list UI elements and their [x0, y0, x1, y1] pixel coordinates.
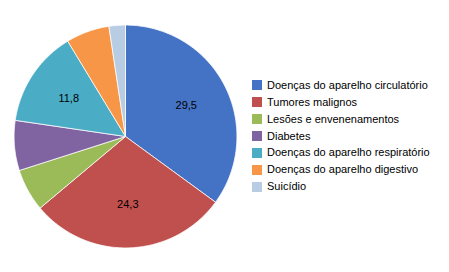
html-text:Suicídio: Suicídio [267, 180, 307, 193]
svg-text:29,5: 29,5 [176, 99, 197, 111]
svg-text:24,3: 24,3 [117, 198, 138, 210]
html-text:Lesões e envenenamentos: Lesões e envenenamentos [267, 112, 400, 125]
html-text:Doenças do aparelho respiratór: Doenças do aparelho respiratório [267, 146, 430, 159]
html-text:Doenças do aparelho digestivo: Doenças do aparelho digestivo [267, 163, 418, 176]
html-text:Doenças do aparelho circulatór: Doenças do aparelho circulatório [267, 79, 428, 91]
html-text:Diabetes: Diabetes [267, 129, 311, 142]
html-text:Tumores malignos: Tumores malignos [267, 95, 358, 108]
svg-text:11,8: 11,8 [58, 92, 79, 104]
